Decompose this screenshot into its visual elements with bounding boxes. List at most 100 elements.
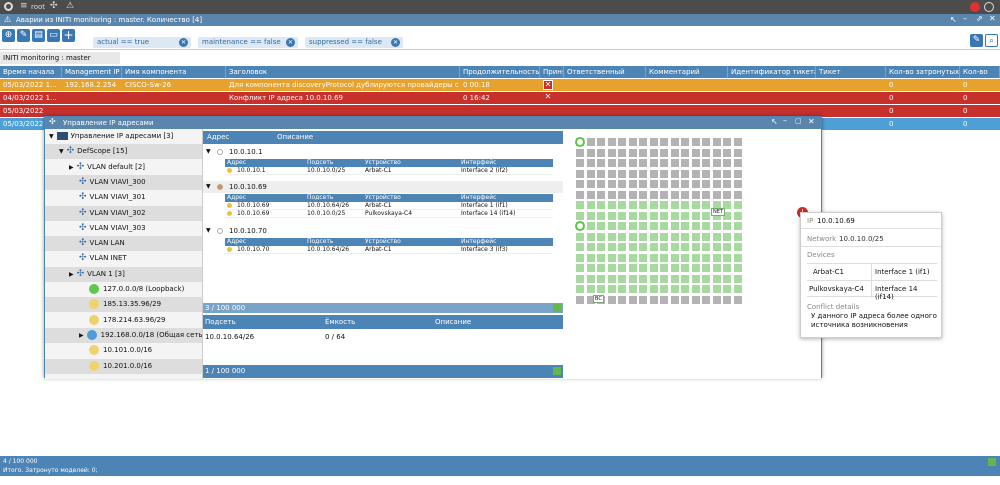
address-group[interactable]: ▼ 10.0.10.69 <box>203 181 563 193</box>
col-header[interactable]: Тикет <box>816 66 886 78</box>
grid-cell[interactable] <box>606 221 617 231</box>
grid-cell[interactable] <box>638 158 648 168</box>
grid-cell[interactable] <box>617 200 627 210</box>
col-header[interactable]: Интерфейс <box>461 159 497 166</box>
grid-cell[interactable] <box>722 158 732 168</box>
grid-cell[interactable] <box>680 221 690 231</box>
warning-icon[interactable]: ⚠ <box>66 1 75 11</box>
grid-cell[interactable] <box>648 273 659 284</box>
grid-cell[interactable] <box>722 137 732 147</box>
grid-cell[interactable] <box>690 252 701 263</box>
grid-cell[interactable] <box>690 147 701 158</box>
grid-cell[interactable] <box>732 200 743 210</box>
grid-cell[interactable] <box>585 231 596 242</box>
grid-cell[interactable] <box>617 147 627 158</box>
settings-icon[interactable] <box>4 2 13 11</box>
grid-cell[interactable] <box>575 158 585 168</box>
grid-cell[interactable] <box>648 221 659 231</box>
grid-cell[interactable] <box>659 242 669 252</box>
grid-cell[interactable] <box>638 242 648 252</box>
grid-cell[interactable] <box>596 137 606 147</box>
grid-cell[interactable] <box>638 179 648 189</box>
col-header[interactable]: Принят <box>540 66 564 78</box>
filter-chip-suppressed[interactable]: suppressed == false ✕ <box>305 37 403 48</box>
tree-item[interactable]: ✣ VLAN VIAVI_303 <box>79 221 146 236</box>
grid-cell[interactable] <box>732 284 743 294</box>
grid-cell[interactable] <box>596 231 606 242</box>
tree-item[interactable]: ▼ ✣ DefScope [15] <box>59 144 127 159</box>
grid-cell[interactable] <box>606 284 617 294</box>
search-icon[interactable]: ⌕ <box>985 34 998 47</box>
grid-cell[interactable] <box>669 221 680 231</box>
grid-cell[interactable] <box>575 200 585 210</box>
grid-cell[interactable] <box>585 200 596 210</box>
grid-cell[interactable] <box>585 284 596 294</box>
col-header[interactable]: Интерфейс <box>461 238 497 245</box>
grid-cell[interactable] <box>701 147 711 158</box>
edit-icon[interactable]: ✎ <box>970 34 983 47</box>
grid-cell[interactable] <box>722 242 732 252</box>
address-group[interactable]: ▼ 10.0.10.70 <box>203 225 563 237</box>
col-header[interactable]: Адрес <box>227 159 247 166</box>
grid-cell[interactable] <box>659 137 669 147</box>
grid-cell[interactable] <box>659 168 669 179</box>
grid-cell[interactable] <box>648 137 659 147</box>
grid-cell[interactable] <box>680 210 690 221</box>
col-header[interactable]: Ёмкость <box>325 318 356 326</box>
grid-cell[interactable] <box>732 137 743 147</box>
grid-cell[interactable] <box>648 263 659 273</box>
grid-cell[interactable] <box>701 168 711 179</box>
grid-cell[interactable] <box>669 242 680 252</box>
grid-cell[interactable] <box>606 179 617 189</box>
window-icon[interactable]: ▭ <box>47 29 60 42</box>
grid-cell[interactable] <box>711 147 722 158</box>
grid-cell[interactable] <box>648 284 659 294</box>
grid-cell[interactable] <box>659 210 669 221</box>
grid-cell[interactable] <box>638 294 648 305</box>
grid-cell[interactable] <box>627 158 638 168</box>
minimize-icon[interactable]: – <box>783 116 787 125</box>
grid-cell[interactable] <box>690 221 701 231</box>
grid-cell[interactable] <box>711 168 722 179</box>
grid-cell[interactable] <box>627 231 638 242</box>
grid-cell[interactable] <box>606 242 617 252</box>
grid-cell[interactable] <box>575 284 585 294</box>
grid-cell[interactable] <box>701 221 711 231</box>
grid-cell[interactable] <box>606 294 617 305</box>
col-header[interactable]: Описание <box>435 318 472 326</box>
grid-cell[interactable] <box>701 137 711 147</box>
alarm-icon[interactable] <box>970 2 980 12</box>
pin-icon[interactable]: ↖ <box>950 15 957 24</box>
grid-cell[interactable] <box>627 200 638 210</box>
tree-item[interactable]: ▶ 192.168.0.0/18 (Общая сеть) [5] <box>79 328 202 343</box>
grid-cell[interactable] <box>596 221 606 231</box>
minimize-icon[interactable]: – <box>963 14 967 23</box>
grid-cell[interactable] <box>722 273 732 284</box>
caret-right-icon[interactable]: ▶ <box>69 163 74 171</box>
col-header[interactable]: Кол-во затронутых <box>886 66 960 78</box>
grid-cell[interactable] <box>617 263 627 273</box>
grid-cell[interactable] <box>638 189 648 200</box>
remove-filter-icon[interactable]: ✕ <box>179 38 188 47</box>
grid-cell[interactable] <box>617 210 627 221</box>
grid-cell[interactable] <box>617 189 627 200</box>
grid-cell[interactable] <box>732 273 743 284</box>
grid-cell[interactable] <box>627 273 638 284</box>
grid-cell[interactable] <box>648 252 659 263</box>
grid-cell[interactable] <box>732 179 743 189</box>
grid-cell[interactable] <box>596 284 606 294</box>
grid-cell[interactable] <box>617 294 627 305</box>
grid-cell[interactable] <box>627 252 638 263</box>
col-header[interactable]: Кол-во <box>960 66 1000 78</box>
grid-cell[interactable] <box>690 200 701 210</box>
grid-cell[interactable] <box>680 242 690 252</box>
grid-cell[interactable] <box>575 168 585 179</box>
grid-cell[interactable] <box>648 231 659 242</box>
grid-cell[interactable] <box>606 147 617 158</box>
grid-cell[interactable] <box>722 263 732 273</box>
grid-cell[interactable] <box>722 231 732 242</box>
grid-cell[interactable] <box>606 168 617 179</box>
grid-cell[interactable] <box>627 284 638 294</box>
grid-cell[interactable] <box>627 263 638 273</box>
grid-cell[interactable] <box>627 189 638 200</box>
